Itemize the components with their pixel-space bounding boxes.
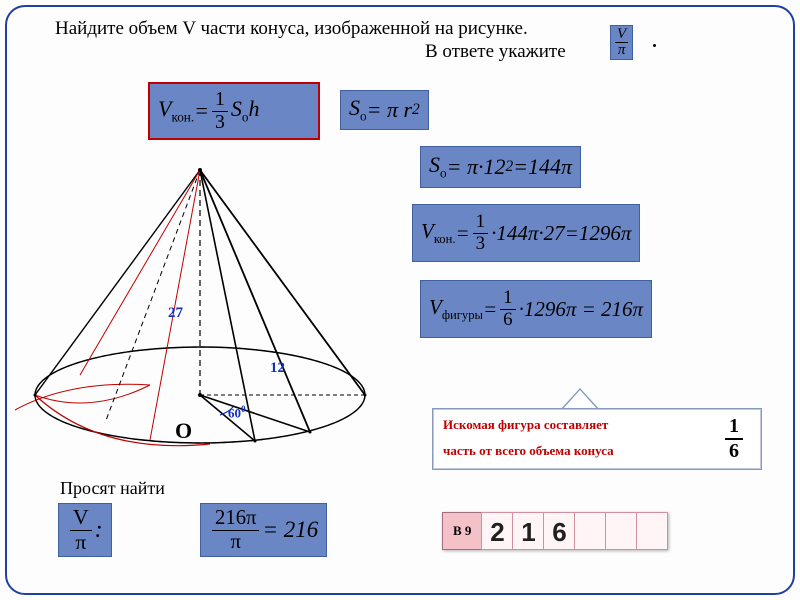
formula-final-answer: 216ππ = 216	[200, 503, 327, 557]
answer-cell-1[interactable]: 1	[512, 512, 544, 550]
radius-label: 12	[270, 360, 285, 377]
formula-part-volume: Vфигуры = 16 ·1296π = 216π	[420, 280, 652, 338]
angle-label: 600	[228, 404, 246, 421]
answer-label: В 9	[442, 512, 482, 550]
answer-cell-0[interactable]: 2	[481, 512, 513, 550]
formula-base-area-calc: So = π·122 =144π	[420, 146, 581, 188]
callout-arrow-icon	[560, 388, 600, 410]
prosyat-label: Просят найти	[60, 478, 165, 499]
answer-hint: В ответе укажите	[425, 41, 566, 63]
answer-cell-5[interactable]	[636, 512, 668, 550]
height-label: 27	[168, 305, 183, 322]
center-label: O	[175, 418, 192, 444]
v-over-pi-badge: V π	[610, 25, 633, 60]
formula-cone-volume: Vкон. = 13 Soh	[148, 82, 320, 140]
formula-base-area: So = π r2	[340, 90, 429, 130]
note-line2: часть от всего объема конуса	[443, 443, 751, 459]
answer-row: В 9 2 1 6	[442, 512, 668, 550]
note-fraction: 1 6	[725, 415, 743, 463]
cone-diagram	[10, 155, 410, 465]
vpi-num: V	[615, 27, 628, 43]
note-box: Искомая фигура составляет часть от всего…	[432, 408, 762, 470]
formula-v-over-pi: Vπ :	[58, 503, 112, 557]
problem-text: Найдите объем V части конуса, изображенн…	[55, 18, 528, 40]
formula-full-volume: Vкон. = 13 ·144π·27=1296π	[412, 204, 640, 262]
period-dot	[653, 44, 656, 47]
answer-cell-2[interactable]: 6	[543, 512, 575, 550]
answer-cell-3[interactable]	[574, 512, 606, 550]
vpi-den: π	[615, 43, 628, 58]
answer-cell-4[interactable]	[605, 512, 637, 550]
note-line1: Искомая фигура составляет	[443, 417, 751, 433]
